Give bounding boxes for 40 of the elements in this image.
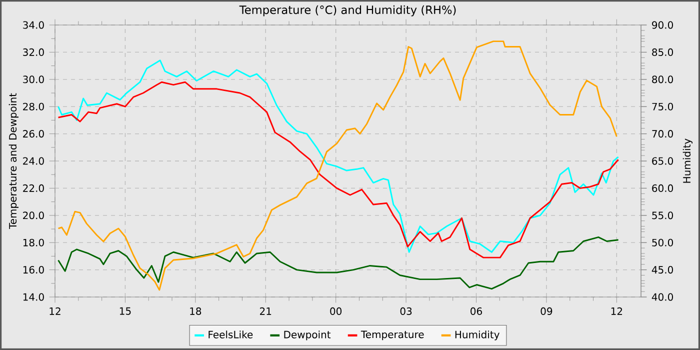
line-series <box>58 40 618 291</box>
y2-axis-title: Humidity <box>682 138 692 183</box>
chart-title: Temperature (°C) and Humidity (RH%) <box>239 5 456 16</box>
y2-tick-label: 45.0 <box>652 266 673 274</box>
legend-label: FeelsLike <box>208 330 253 338</box>
x-tick-label: 06 <box>470 307 482 315</box>
y-tick-label: 26.0 <box>23 130 44 138</box>
y-tick-label: 28.0 <box>23 102 44 110</box>
x-tick-label: 03 <box>400 307 412 315</box>
x-tick-label: 09 <box>540 307 552 315</box>
y2-tick-label: 80.0 <box>652 76 673 84</box>
y-tick-label: 22.0 <box>23 184 44 192</box>
x-tick-label: 15 <box>120 307 131 315</box>
y-axis-title: Temperature and Dewpoint <box>8 93 18 230</box>
y-tick-label: 30.0 <box>23 76 44 84</box>
y-tick-label: 20.0 <box>23 212 44 220</box>
x-tick-label: 18 <box>190 307 202 315</box>
y2-tick-label: 75.0 <box>652 102 673 110</box>
legend-label: Humidity <box>455 330 500 340</box>
y2-tick-label: 85.0 <box>652 48 673 56</box>
x-tick-label: 00 <box>330 307 342 315</box>
legend-label: Temperature <box>360 330 424 340</box>
x-tick-label: 12 <box>50 307 60 315</box>
y-tick-label: 32.0 <box>23 48 44 56</box>
y-tick-label: 14.0 <box>23 293 44 301</box>
line-series <box>58 236 620 290</box>
legend-label: Dewpoint <box>284 330 331 340</box>
y-tick-label: 18.0 <box>23 238 44 246</box>
y-tick-label: 16.0 <box>23 266 44 274</box>
y2-tick-label: 90.0 <box>652 21 673 29</box>
y2-tick-label: 70.0 <box>652 130 673 138</box>
y2-tick-label: 65.0 <box>652 157 673 165</box>
x-tick-label: 12 <box>611 307 622 315</box>
y2-tick-label: 60.0 <box>652 184 673 192</box>
y2-tick-label: 40.0 <box>652 293 673 301</box>
y2-tick-label: 55.0 <box>652 212 673 220</box>
y-tick-label: 24.0 <box>23 157 44 165</box>
y2-tick-label: 50.0 <box>652 238 673 246</box>
x-tick-label: 21 <box>260 307 272 315</box>
y-tick-label: 34.0 <box>23 21 44 29</box>
